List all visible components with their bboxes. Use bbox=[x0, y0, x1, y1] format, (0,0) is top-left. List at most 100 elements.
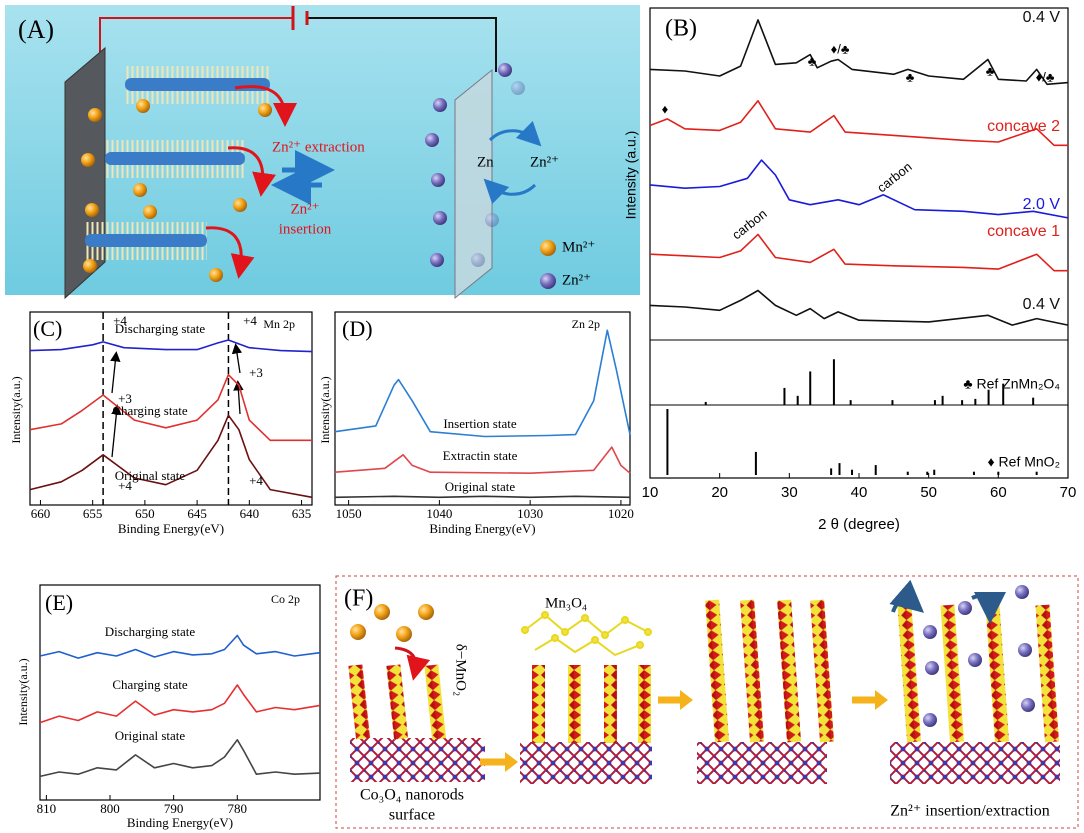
spectrum bbox=[29, 339, 313, 353]
series-label: Insertion state bbox=[443, 416, 517, 431]
annotation: ♣ bbox=[808, 53, 817, 68]
x-tick-label: 650 bbox=[135, 506, 155, 521]
annotation: carbon bbox=[729, 206, 770, 242]
x-tick-label: 1050 bbox=[336, 506, 362, 521]
x-tick-label: 40 bbox=[851, 484, 868, 501]
spectrum bbox=[39, 738, 321, 778]
mn-ions bbox=[81, 99, 272, 282]
arrow bbox=[394, 646, 431, 681]
x-tick-label: 50 bbox=[920, 484, 937, 501]
series-label: 2.0 V bbox=[1023, 196, 1061, 213]
spectrum bbox=[39, 684, 321, 724]
legend-swatch bbox=[540, 273, 556, 289]
label: Zn²⁺ insertion/extraction bbox=[890, 803, 1049, 820]
spectrum bbox=[29, 414, 313, 499]
plot-frame bbox=[649, 7, 1069, 479]
spectrum bbox=[649, 289, 1069, 326]
plot-frame bbox=[334, 311, 631, 506]
spectrum bbox=[649, 19, 1069, 86]
x-tick-label: 20 bbox=[711, 484, 728, 501]
cathode bbox=[64, 46, 106, 300]
annotation: ♦/♣ bbox=[831, 41, 850, 56]
x-tick-label: 10 bbox=[642, 484, 659, 501]
spectrum-title: Mn 2p bbox=[263, 317, 295, 331]
label: Zn bbox=[477, 154, 494, 170]
series-label: Original state bbox=[115, 468, 186, 483]
x-tick-label: 635 bbox=[292, 506, 312, 521]
plot-frame bbox=[29, 311, 313, 506]
x-axis-label: 2 θ (degree) bbox=[818, 516, 900, 533]
spectrum bbox=[649, 100, 1068, 147]
spectrum bbox=[29, 373, 312, 442]
series-label: Original state bbox=[115, 728, 186, 743]
label: insertion bbox=[279, 221, 332, 237]
series-label: Extractin state bbox=[443, 448, 518, 463]
spectrum-title: Zn 2p bbox=[572, 317, 600, 331]
cycle-arrow bbox=[488, 120, 542, 147]
annotation: ♦/♣ bbox=[1036, 69, 1055, 84]
x-tick-label: 640 bbox=[240, 506, 260, 521]
annotation: carbon bbox=[874, 159, 915, 195]
nanorods bbox=[348, 599, 1060, 743]
zn-ions bbox=[425, 63, 525, 267]
annotation: +3 bbox=[118, 391, 132, 406]
annotation: +3 bbox=[249, 365, 263, 380]
legend-swatch bbox=[540, 240, 556, 256]
wire bbox=[307, 17, 497, 72]
x-tick-label: 800 bbox=[100, 801, 120, 816]
annotation: +4 bbox=[243, 313, 257, 328]
spectrum bbox=[649, 233, 1068, 272]
panel-label: (C) bbox=[33, 316, 62, 341]
panel-label: (B) bbox=[665, 16, 697, 42]
arrow bbox=[889, 579, 925, 613]
mn-ions bbox=[350, 604, 434, 642]
legend-label: Mn²⁺ bbox=[562, 239, 595, 255]
x-axis-label: Binding Energy(eV) bbox=[429, 521, 535, 536]
panel-label: (E) bbox=[45, 590, 73, 615]
spectrum bbox=[334, 329, 631, 438]
arrow bbox=[971, 591, 1006, 624]
anode bbox=[454, 68, 493, 300]
series-label: concave 1 bbox=[987, 223, 1060, 240]
x-tick-label: 660 bbox=[31, 506, 51, 521]
reference-label: ♣ Ref ZnMn₂O₄ bbox=[963, 376, 1060, 392]
label: Zn²⁺ extraction bbox=[272, 139, 365, 155]
panel-label: (D) bbox=[342, 316, 373, 341]
spectrum bbox=[334, 446, 631, 475]
series-label: Original state bbox=[445, 479, 516, 494]
x-tick-label: 70 bbox=[1060, 484, 1077, 501]
panel-a: (A) Zn²⁺ extraction Zn²⁺ insertion Zn Zn… bbox=[5, 5, 640, 300]
nanorods bbox=[85, 66, 270, 260]
label: Zn²⁺ bbox=[290, 201, 319, 217]
series-label: concave 2 bbox=[987, 118, 1060, 135]
series-label: Charging state bbox=[112, 677, 187, 692]
reference-label: ♦ Ref MnO₂ bbox=[988, 454, 1060, 470]
x-tick-label: 655 bbox=[83, 506, 103, 521]
annotation: ♣ bbox=[906, 69, 915, 84]
series-label: 0.4 V bbox=[1023, 296, 1061, 313]
extraction-arrows bbox=[205, 85, 297, 279]
annotation: ♦ bbox=[662, 101, 669, 116]
annotation: +4 bbox=[249, 473, 263, 488]
process-arrows bbox=[480, 696, 875, 766]
cycle-arrow bbox=[483, 178, 537, 205]
annotation: ♣ bbox=[986, 63, 995, 78]
x-tick-label: 780 bbox=[228, 801, 248, 816]
x-tick-label: 60 bbox=[990, 484, 1007, 501]
x-tick-label: 1030 bbox=[517, 506, 543, 521]
y-axis-label: Intensity (a.u.) bbox=[623, 131, 639, 220]
annotation: +4 bbox=[113, 313, 127, 328]
label: δ−MnO₂ bbox=[453, 644, 469, 696]
x-tick-label: 1040 bbox=[426, 506, 452, 521]
spectrum bbox=[39, 634, 321, 659]
zn-ions bbox=[923, 585, 1035, 727]
x-axis-label: Binding Energy(eV) bbox=[118, 521, 224, 536]
x-tick-label: 30 bbox=[781, 484, 798, 501]
annotation: +4 bbox=[118, 478, 132, 493]
spectrum bbox=[334, 495, 631, 499]
x-tick-label: 790 bbox=[164, 801, 184, 816]
label: Zn²⁺ bbox=[530, 154, 559, 170]
mn3o4-network bbox=[521, 611, 652, 657]
shift-arrows bbox=[110, 343, 244, 458]
series-label: 0.4 V bbox=[1023, 9, 1061, 26]
